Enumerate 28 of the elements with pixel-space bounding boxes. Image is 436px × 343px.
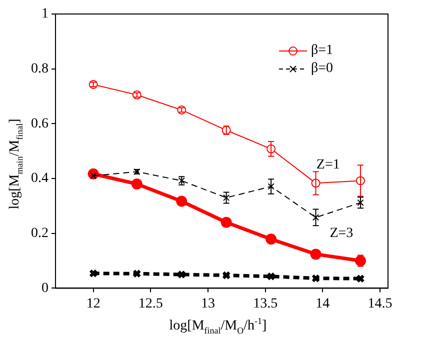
legend-label: β=0 [311,60,334,78]
point [131,178,142,190]
x-tick-label: 13 [200,296,215,312]
y-tick-label: 0.6 [31,116,48,132]
point [222,270,231,280]
annotation: Z=3 [330,226,354,242]
point [132,269,142,278]
x-tick-label: 12 [86,296,100,312]
point [266,234,277,245]
x-axis-title: log[M$_{final}$/M$_{O}$/h$^{-1}$] [168,316,268,336]
point [266,272,276,281]
y-tick-label: 0 [42,280,48,296]
x-tick-label: 12.5 [138,296,163,312]
y-tick-label: 0.8 [31,62,48,77]
point [177,270,186,279]
point [311,274,320,283]
point [220,216,232,228]
x-tick-label: 14.5 [368,296,392,312]
x-tick-label: 14 [316,296,330,312]
point [89,269,98,278]
point [356,274,365,283]
x-tick-label: 13.5 [253,296,278,312]
y-tick-label: 0.4 [31,171,48,186]
y-tick-label: 1 [42,6,48,22]
point [176,196,188,207]
annotation: Z=1 [316,157,340,172]
legend-label: β=1 [311,42,334,60]
y-tick-label: 0.2 [31,226,48,242]
